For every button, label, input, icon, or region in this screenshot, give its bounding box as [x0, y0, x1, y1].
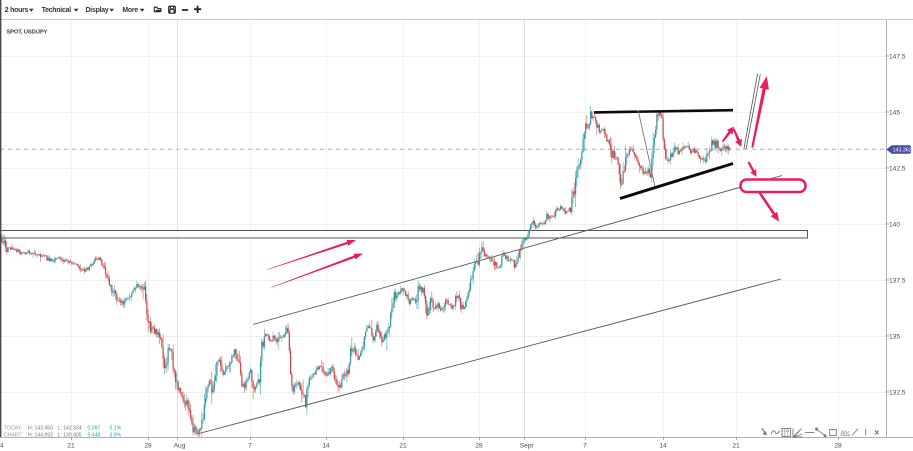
- svg-text:14: 14: [659, 443, 667, 450]
- svg-text:21: 21: [67, 443, 75, 450]
- svg-text:145: 145: [889, 109, 900, 116]
- svg-text:H: 143.450: H: 143.450: [28, 426, 53, 432]
- svg-text:28: 28: [475, 443, 483, 450]
- svg-text:Abc: Abc: [841, 430, 851, 436]
- svg-text:SPOT, USD/JPY: SPOT, USD/JPY: [7, 29, 48, 35]
- svg-text:132.5: 132.5: [889, 389, 906, 396]
- svg-text:142.5: 142.5: [889, 165, 906, 172]
- svg-text:L: 142.934: L: 142.934: [58, 426, 82, 432]
- svg-text:0.097: 0.097: [88, 426, 101, 432]
- svg-text:Sept: Sept: [520, 443, 534, 450]
- svg-text:28: 28: [144, 443, 152, 450]
- svg-text:0.1%: 0.1%: [110, 426, 122, 432]
- svg-text:7: 7: [583, 443, 587, 450]
- svg-text:L: 130.405: L: 130.405: [58, 433, 82, 439]
- svg-text:137.5: 137.5: [889, 277, 906, 284]
- svg-text:More: More: [122, 7, 138, 14]
- svg-text:14: 14: [322, 443, 330, 450]
- svg-text:140: 140: [889, 221, 900, 228]
- svg-text:143.362: 143.362: [893, 148, 912, 154]
- svg-text:Aug: Aug: [174, 443, 186, 450]
- svg-text:H: 144.992: H: 144.992: [28, 433, 53, 439]
- svg-text:21: 21: [399, 443, 407, 450]
- svg-text:21: 21: [732, 443, 740, 450]
- svg-text:4: 4: [0, 443, 4, 450]
- svg-text:Display: Display: [86, 7, 109, 14]
- svg-text:147.5: 147.5: [889, 53, 906, 60]
- svg-text:2 hours: 2 hours: [5, 7, 29, 14]
- svg-text:TODAY:: TODAY:: [4, 426, 22, 432]
- svg-text:135: 135: [889, 333, 900, 340]
- svg-text:5.448: 5.448: [88, 433, 101, 439]
- svg-text:7: 7: [248, 443, 252, 450]
- svg-text:CHART:: CHART:: [4, 433, 22, 439]
- svg-text:3.9%: 3.9%: [110, 433, 122, 439]
- svg-text:28: 28: [834, 443, 842, 450]
- svg-text:Technical: Technical: [42, 7, 72, 14]
